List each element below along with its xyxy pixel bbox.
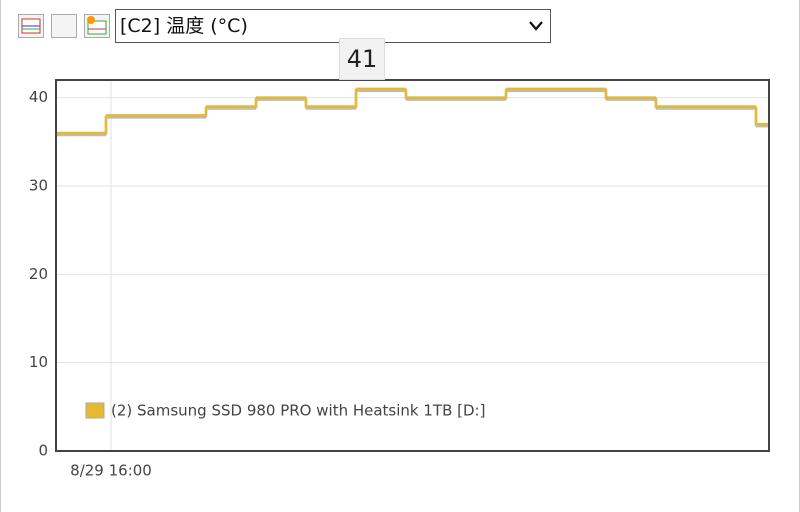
plot-bg: [56, 80, 769, 451]
y-tick-label: 40: [29, 88, 48, 106]
select-text: [C2] 温度 (°C): [120, 15, 248, 37]
attribute-select[interactable]: [C2] 温度 (°C): [115, 9, 551, 43]
legend-label: (2) Samsung SSD 980 PRO with Heatsink 1T…: [111, 402, 485, 420]
blank-icon[interactable]: [51, 14, 77, 38]
y-tick-label: 0: [38, 442, 48, 460]
tooltip: 41: [339, 38, 385, 80]
graph-icon[interactable]: [18, 14, 44, 38]
dropdown-arrow: [529, 21, 543, 31]
plot-frame: [55, 79, 770, 452]
y-tick-label: 10: [29, 353, 48, 371]
x-tick-label: 8/29 16:00: [70, 462, 152, 480]
y-tick-label: 20: [29, 265, 48, 283]
legend-swatch: [85, 402, 105, 419]
settings-icon[interactable]: [84, 14, 110, 38]
y-tick-label: 30: [29, 177, 48, 195]
